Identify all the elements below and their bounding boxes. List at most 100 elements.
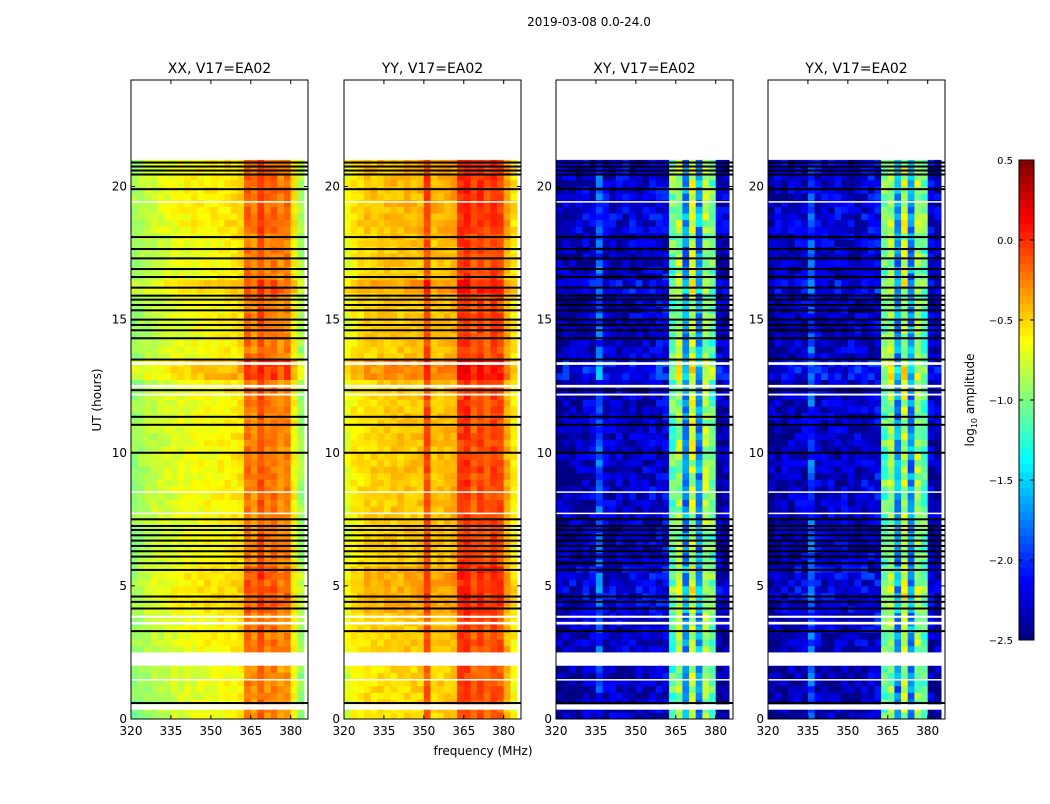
heatmap-cell (131, 666, 138, 673)
heatmap-cell (257, 712, 264, 719)
heatmap-cell (238, 646, 245, 653)
y-tick-label: 20 (325, 180, 340, 194)
heatmap-cell (191, 573, 198, 580)
heatmap-cell (510, 207, 517, 214)
heatmap-cell (451, 639, 458, 646)
heatmap-cell (384, 207, 391, 214)
heatmap-cell (682, 633, 689, 640)
heatmap-cell (470, 453, 477, 460)
heatmap-cell (131, 280, 138, 287)
heatmap-cell (716, 666, 723, 673)
heatmap-cell (284, 459, 291, 466)
heatmap-cell (484, 213, 491, 220)
heatmap-cell (623, 633, 630, 640)
heatmap-cell (556, 692, 563, 699)
heatmap-cell (224, 226, 231, 233)
flagged-line (344, 248, 521, 250)
heatmap-cell (397, 346, 404, 353)
heatmap-cell (238, 226, 245, 233)
heatmap-cell (251, 373, 258, 380)
heatmap-cell (178, 193, 185, 200)
heatmap-cell (510, 479, 517, 486)
heatmap-cell (484, 453, 491, 460)
heatmap-cell (164, 220, 171, 227)
heatmap-cell (151, 406, 158, 413)
heatmap-cell (297, 686, 304, 693)
heatmap-cell (457, 426, 464, 433)
heatmap-cell (297, 573, 304, 580)
heatmap-cell (251, 213, 258, 220)
heatmap-cell (224, 459, 231, 466)
heatmap-cell (198, 426, 205, 433)
heatmap-cell (344, 686, 351, 693)
heatmap-cell (131, 400, 138, 407)
heatmap-cell (351, 180, 358, 187)
heatmap-cell (510, 633, 517, 640)
heatmap-cell (151, 260, 158, 267)
heatmap-cell (138, 193, 145, 200)
heatmap-cell (184, 340, 191, 347)
heatmap-cell (629, 666, 636, 673)
heatmap-cell (477, 692, 484, 699)
heatmap-cell (131, 260, 138, 267)
flagged-gap (344, 491, 521, 493)
heatmap-cell (244, 466, 251, 473)
heatmap-cell (490, 406, 497, 413)
heatmap-cell (497, 586, 504, 593)
heatmap-cell (437, 453, 444, 460)
heatmap-cell (623, 712, 630, 719)
heatmap-cell (431, 459, 438, 466)
heatmap-cell (251, 240, 258, 247)
heatmap-cell (404, 686, 411, 693)
heatmap-cell (357, 433, 364, 440)
heatmap-cell (171, 466, 178, 473)
heatmap-cell (623, 639, 630, 646)
heatmap-cell (291, 646, 298, 653)
heatmap-cell (464, 639, 471, 646)
heatmap-cell (663, 639, 670, 646)
heatmap-cell (431, 579, 438, 586)
heatmap-cell (291, 692, 298, 699)
heatmap-cell (211, 499, 218, 506)
heatmap-cell (218, 260, 225, 267)
heatmap-cell (224, 220, 231, 227)
heatmap-cell (184, 400, 191, 407)
heatmap-cell (218, 226, 225, 233)
heatmap-cell (277, 400, 284, 407)
heatmap-cell (629, 646, 636, 653)
heatmap-cell (284, 579, 291, 586)
heatmap-cell (277, 433, 284, 440)
heatmap-cell (244, 240, 251, 247)
heatmap-cell (589, 639, 596, 646)
heatmap-cell (291, 479, 298, 486)
heatmap-cell (444, 633, 451, 640)
heatmap-cell (218, 207, 225, 214)
heatmap-cell (497, 493, 504, 500)
heatmap-cell (231, 193, 238, 200)
heatmap-cell (251, 479, 258, 486)
heatmap-cell (364, 646, 371, 653)
heatmap-cell (291, 586, 298, 593)
heatmap-cell (377, 426, 384, 433)
heatmap-cell (451, 340, 458, 347)
heatmap-cell (437, 686, 444, 693)
heatmap-cell (417, 400, 424, 407)
heatmap-cell (131, 473, 138, 480)
heatmap-cell (484, 459, 491, 466)
heatmap-cell (244, 646, 251, 653)
heatmap-cell (477, 260, 484, 267)
heatmap-cell (716, 712, 723, 719)
heatmap-cell (404, 506, 411, 513)
heatmap-cell (490, 200, 497, 207)
heatmap-cell (211, 493, 218, 500)
heatmap-cell (377, 180, 384, 187)
heatmap-cell (277, 692, 284, 699)
heatmap-cell (451, 493, 458, 500)
heatmap-cell (344, 586, 351, 593)
heatmap-cell (417, 586, 424, 593)
heatmap-cell (151, 672, 158, 679)
heatmap-cell (211, 366, 218, 373)
heatmap-cell (271, 473, 278, 480)
heatmap-cell (364, 459, 371, 466)
heatmap-cell (218, 366, 225, 373)
